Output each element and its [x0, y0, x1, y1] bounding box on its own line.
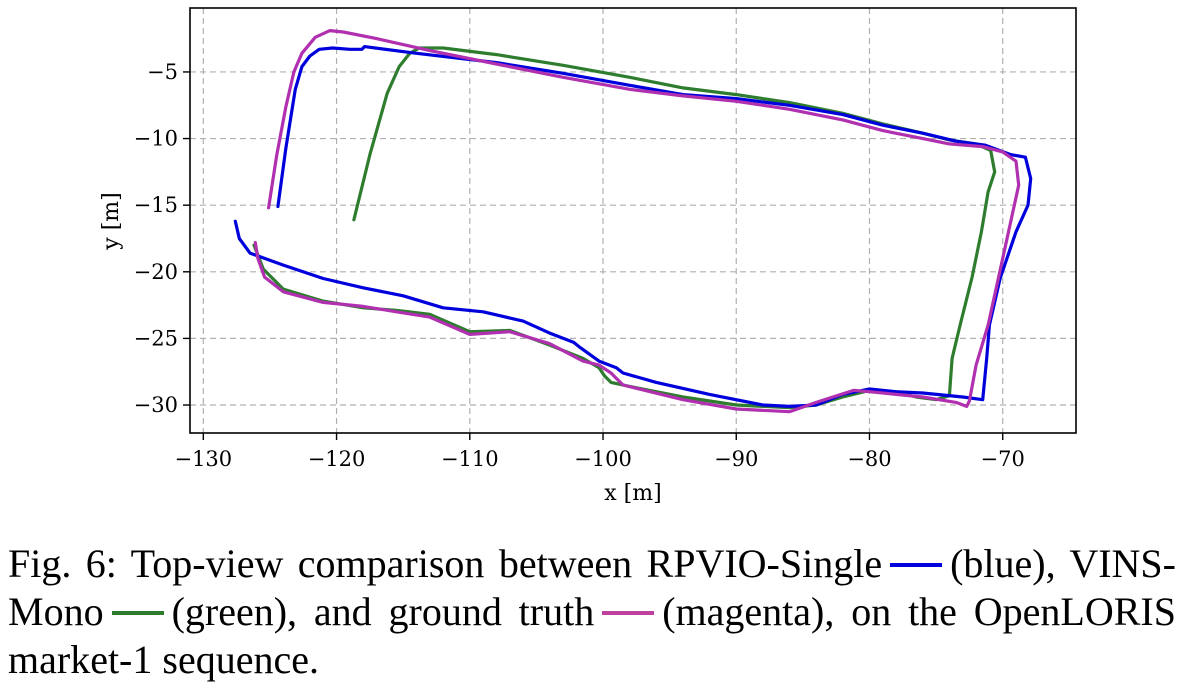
x-tick-label: −100: [574, 447, 632, 471]
y-tick-label: −20: [134, 260, 178, 284]
green-legend-swatch: [111, 610, 164, 615]
x-axis-label: x [m]: [604, 481, 661, 506]
grid-lines: [190, 8, 1076, 433]
blue-legend-swatch: [890, 562, 943, 567]
series-layer: [233, 29, 1033, 414]
plot-frame: [189, 7, 1077, 434]
y-tick-label: −5: [147, 60, 178, 84]
y-tick-label: −15: [134, 193, 178, 217]
y-tick-label: −30: [134, 393, 178, 417]
caption-text-4: (magenta), on the OpenLORIS market-1 seq…: [8, 589, 1176, 682]
x-tick-label: −80: [847, 447, 891, 471]
ground-truth-trajectory: [253, 29, 1021, 414]
magenta-legend-swatch: [602, 610, 655, 615]
x-tick-label: −70: [981, 447, 1025, 471]
rpvio-single-trajectory: [233, 44, 1033, 408]
vins-mono-trajectory: [252, 46, 997, 410]
y-axis-label: y [m]: [99, 192, 124, 250]
x-tick-label: −110: [441, 447, 499, 471]
figure-caption: Fig. 6: Top-view comparison between RPVI…: [8, 540, 1176, 684]
y-tick-label: −25: [134, 326, 178, 350]
caption-text-1: Fig. 6: Top-view comparison between RPVI…: [8, 541, 883, 586]
x-tick-label: −130: [174, 447, 232, 471]
axis-ticks: −130 −120 −110 −100 −90 −80 −70 −5 −10 −15 −20 −25 −…: [134, 60, 1025, 471]
trajectory-chart: −130 −120 −110 −100 −90 −80 −70 −5 −10 −15 −20 −25 −…: [99, 7, 1077, 506]
caption-text-2: (blue), VINS-Mono: [8, 541, 1176, 634]
caption-text-3: (green), and ground truth: [171, 589, 595, 634]
x-tick-label: −90: [714, 447, 758, 471]
x-tick-label: −120: [308, 447, 366, 471]
y-tick-label: −10: [134, 127, 178, 151]
